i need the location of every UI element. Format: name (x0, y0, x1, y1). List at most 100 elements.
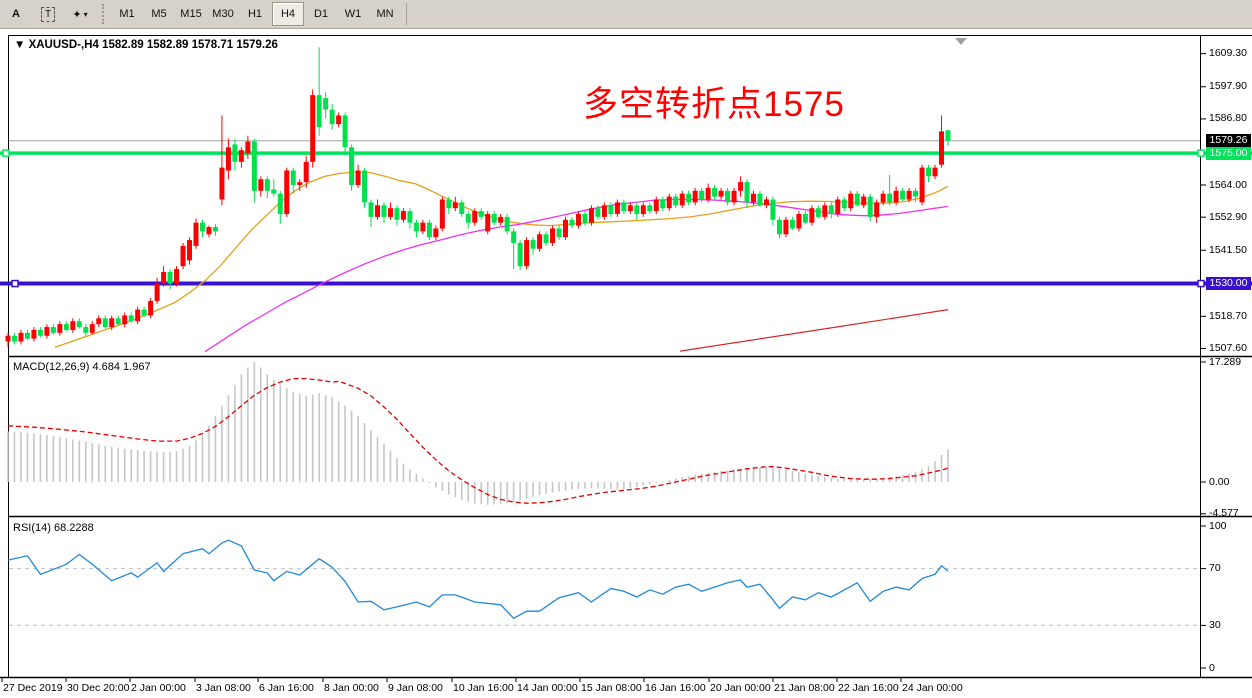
candle-bear (828, 205, 834, 214)
timeframe-button-M15[interactable]: M15 (180, 8, 202, 20)
candle-bull (653, 199, 659, 212)
toolbar-separator (406, 3, 407, 25)
text-box-icon: T (40, 6, 56, 22)
timeframe-button-D1[interactable]: D1 (313, 8, 329, 20)
price-axis-label: 1609.30 (1209, 47, 1247, 60)
candle-bull (588, 208, 594, 223)
candle-bear (316, 95, 322, 128)
timeframe-button-H4[interactable]: H4 (272, 2, 304, 26)
candle-bull (161, 271, 167, 284)
timeframe-button-M30[interactable]: M30 (212, 8, 234, 20)
candle-bull (439, 199, 445, 229)
candle-bull (258, 179, 264, 191)
candle-bear (199, 222, 205, 232)
candle-bull (174, 269, 180, 284)
macd-indicator-label: MACD(12,26,9) 4.684 1.967 (13, 361, 151, 373)
candle-bear (11, 335, 17, 342)
candle-bear (63, 324, 69, 330)
candle-bull (874, 202, 880, 217)
time-axis-label: 2 Jan 00:00 (131, 682, 186, 694)
candle-bull (550, 228, 556, 243)
candle-bear (271, 189, 277, 194)
candle-bear (264, 179, 270, 191)
blue-line-handle-right[interactable] (1197, 279, 1205, 288)
candle-bull (524, 240, 530, 267)
candle-bear (815, 208, 821, 217)
timeframe-button-W1[interactable]: W1 (344, 8, 362, 20)
candle-bear (686, 193, 692, 203)
candle-bear (789, 219, 795, 229)
toolbar-grip[interactable] (102, 4, 107, 24)
candle-bear (608, 205, 614, 214)
candle-bull (893, 190, 899, 203)
blue-line-price-tag: 1530.00 (1206, 277, 1251, 291)
candle-bear (102, 318, 108, 328)
candle-bull (18, 332, 24, 342)
current-price-tag: 1579.26 (1206, 134, 1251, 148)
candle-bear (459, 202, 465, 214)
candle-bear (699, 190, 705, 200)
candle-bear (770, 199, 776, 220)
chart-annotation-text[interactable]: 多空转折点1575 (583, 85, 845, 124)
drawing-tool-icon: ✦ (72, 8, 82, 21)
time-axis-label: 15 Jan 08:00 (581, 682, 642, 694)
candle-bull (498, 216, 504, 223)
candle-bull (193, 222, 199, 246)
candle-bear (83, 327, 89, 333)
timeframe-button-M5[interactable]: M5 (151, 8, 167, 20)
candle-bull (563, 219, 569, 238)
macd-signal-line (7, 377, 949, 504)
macd-axis-label: 0.00 (1209, 475, 1230, 488)
candle-bull (148, 300, 154, 316)
candle-bear (491, 213, 497, 223)
candle-bear (595, 208, 601, 217)
candle-bear (115, 318, 121, 325)
macd-axis-label: -4.577 (1209, 507, 1239, 520)
candle-bull (310, 95, 316, 162)
time-axis-label: 3 Jan 08:00 (196, 682, 251, 694)
time-axis-label: 10 Jan 16:00 (453, 682, 514, 694)
text-box-tool-button[interactable]: T (33, 3, 63, 25)
candle-bear (634, 205, 640, 214)
rsi-axis-label: 0 (1209, 661, 1215, 674)
ma-slow-line (204, 198, 949, 353)
candle-bear (413, 222, 419, 232)
candle-bull (180, 245, 186, 267)
candle-bear (841, 199, 847, 209)
candle-bull (355, 170, 361, 186)
green-line-handle-right[interactable] (1197, 149, 1205, 157)
candle-bear (50, 327, 56, 333)
candle-bull (763, 199, 769, 206)
candle-bear (945, 130, 951, 141)
blue-line-handle-left[interactable] (11, 279, 19, 288)
candle-bear (478, 211, 484, 217)
candle-bear (757, 193, 763, 206)
candle-bull (219, 167, 225, 200)
candle-bull (751, 193, 757, 203)
candle-bear (660, 199, 666, 209)
candle-bull (835, 199, 841, 214)
candle-bear (232, 144, 238, 162)
candle-bull (303, 161, 309, 183)
candle-bear (446, 199, 452, 209)
candle-bear (802, 213, 808, 223)
timeframe-button-H1[interactable]: H1 (247, 8, 263, 20)
price-axis-label: 1541.50 (1209, 243, 1247, 256)
timeframe-button-M1[interactable]: M1 (119, 8, 135, 20)
text-label-tool-button[interactable]: A (1, 3, 31, 25)
candle-bull (705, 187, 711, 200)
timeframe-button-MN[interactable]: MN (376, 8, 394, 20)
candle-bull (238, 150, 244, 162)
candle-bull (433, 228, 439, 238)
price-axis-label: 1564.00 (1209, 178, 1247, 191)
macd-axis-label: 17.289 (1209, 355, 1242, 368)
green-line-handle-left[interactable] (2, 149, 10, 157)
candle-bull (44, 327, 50, 336)
drawing-tools-dropdown[interactable]: ✦ ▾ (65, 3, 95, 25)
candle-bear (926, 167, 932, 177)
candle-bull (96, 318, 102, 325)
candle-bear (251, 141, 257, 191)
candle-bear (647, 205, 653, 212)
candle-bear (277, 193, 283, 214)
